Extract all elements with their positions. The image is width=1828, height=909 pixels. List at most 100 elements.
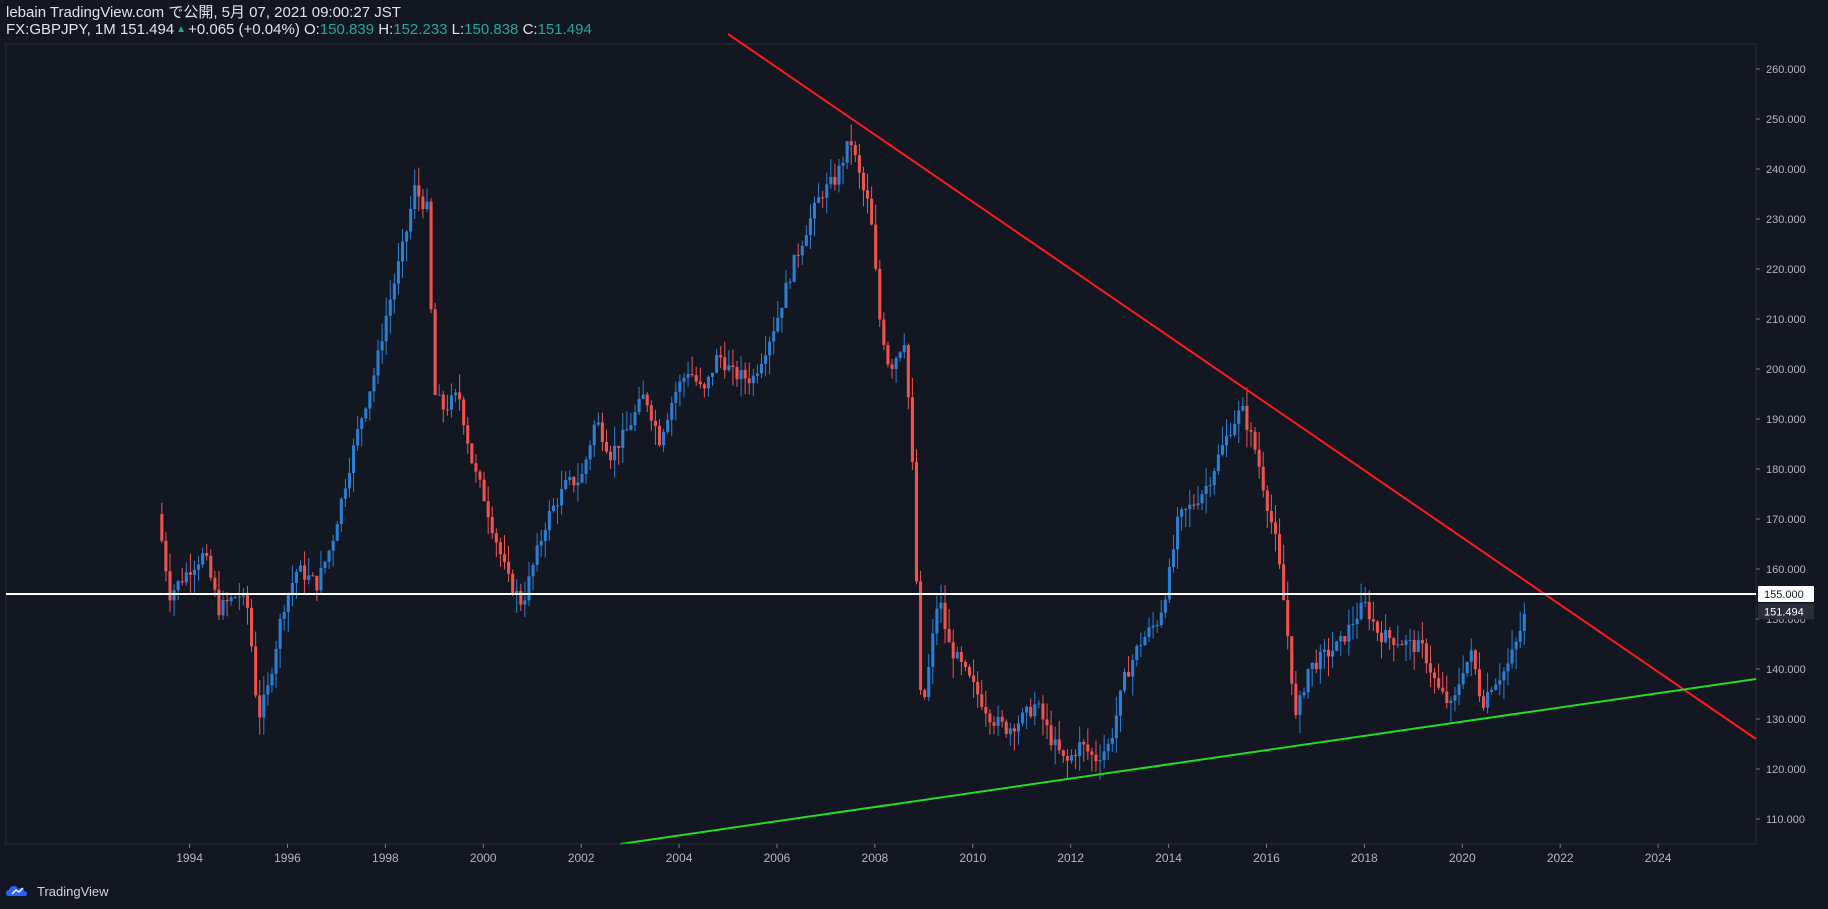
candle-body — [641, 394, 645, 399]
y-tick-label: 190.000 — [1766, 414, 1806, 426]
candle-body — [188, 572, 192, 575]
candle-body — [845, 141, 849, 163]
candle-body — [1453, 695, 1457, 701]
candle-body — [1326, 649, 1331, 657]
y-tick-label: 220.000 — [1766, 264, 1806, 276]
candle-body — [1359, 602, 1363, 619]
candle-body — [1477, 669, 1481, 697]
candle-body — [772, 331, 776, 342]
candle-body — [1457, 684, 1461, 696]
candle-body — [164, 540, 168, 572]
candle-body — [474, 463, 478, 472]
drawing-layer[interactable] — [6, 33, 1757, 845]
candle-body — [1159, 612, 1163, 626]
candle-body — [1465, 661, 1469, 674]
y-tick-label: 180.000 — [1766, 464, 1806, 476]
candle-body — [784, 282, 788, 308]
candle-body — [572, 477, 576, 486]
candle-body — [739, 369, 743, 380]
candle-body — [1208, 485, 1212, 487]
y-tick-label: 110.000 — [1766, 814, 1805, 826]
candle-body — [1123, 671, 1127, 691]
candle-body — [1180, 509, 1184, 517]
candle-body — [494, 533, 498, 543]
x-tick-label: 2008 — [862, 851, 889, 865]
candle-body — [498, 542, 502, 555]
candle-body — [1224, 435, 1229, 446]
candle-body — [462, 399, 466, 426]
candle-body — [360, 418, 364, 430]
candle-body — [992, 722, 996, 726]
candle-body — [633, 412, 637, 426]
candle-body — [307, 575, 311, 580]
candle-body — [258, 695, 262, 718]
tradingview-footer[interactable]: TradingView — [6, 880, 109, 902]
candle-layer — [160, 124, 1526, 780]
candle-body — [213, 577, 217, 590]
candle-body — [433, 309, 437, 395]
candle-body — [1269, 510, 1273, 523]
close-value: 151.494 — [537, 21, 592, 38]
candle-body — [1151, 625, 1155, 628]
candle-body — [327, 550, 331, 562]
candle-body — [1449, 700, 1453, 703]
candle-body — [555, 505, 560, 507]
candle-body — [588, 445, 592, 460]
candle-body — [535, 545, 539, 565]
candle-body — [1074, 755, 1078, 757]
candle-body — [980, 694, 984, 708]
candle-body — [441, 394, 445, 410]
y-tick-label: 200.000 — [1766, 364, 1806, 376]
candle-body — [1139, 645, 1143, 647]
candle-body — [1155, 625, 1159, 627]
candle-body — [388, 299, 392, 316]
candle-body — [649, 405, 653, 421]
candle-body — [584, 459, 588, 474]
candle-body — [315, 575, 319, 591]
x-tick-label: 2022 — [1547, 851, 1574, 865]
candle-body — [1388, 630, 1392, 639]
y-tick-label: 140.000 — [1766, 664, 1806, 676]
candle-body — [853, 145, 857, 156]
ohlc-legend: FX:GBPJPY, 1M 151.494 ▲ +0.065 (+0.04%) O:… — [6, 21, 592, 38]
candle-body — [923, 689, 927, 698]
price-axis[interactable]: 260.000 250.000 240.000 230.000 220.000 210.0… — [1756, 64, 1806, 826]
candle-body — [1082, 741, 1086, 745]
candle-body — [727, 365, 731, 371]
candle-body — [413, 185, 417, 210]
candle-body — [1098, 760, 1102, 762]
candle-body — [507, 562, 511, 574]
time-axis[interactable]: 1994 1996 1998 2000 2002 2004 2006 2008 2010 2012… — [6, 843, 1756, 865]
high-label: H: — [378, 21, 394, 38]
candle-body — [1437, 678, 1441, 688]
candle-body — [547, 510, 551, 531]
symbol-timeframe[interactable]: FX:GBPJPY, 1M — [6, 21, 116, 38]
candle-body — [1306, 668, 1310, 693]
candle-body — [417, 185, 421, 197]
candle-body — [1282, 564, 1286, 601]
candle-body — [849, 141, 853, 146]
candle-body — [1237, 410, 1241, 424]
open-label: O: — [304, 21, 320, 38]
candle-body — [372, 375, 376, 392]
candle-body — [592, 424, 596, 446]
candle-body — [694, 375, 698, 382]
candle-body — [445, 409, 449, 411]
candle-body — [666, 419, 670, 432]
candle-body — [270, 673, 274, 686]
candle-body — [409, 209, 413, 232]
candle-body — [1278, 533, 1282, 565]
candle-body — [1494, 684, 1498, 690]
candle-body — [1053, 739, 1057, 746]
candle-body — [241, 594, 245, 597]
candle-body — [364, 408, 368, 419]
candle-body — [1367, 602, 1371, 620]
candle-body — [976, 681, 980, 695]
x-tick-label: 2010 — [959, 851, 986, 865]
candle-body — [723, 357, 727, 371]
candle-body — [294, 571, 298, 583]
candle-body — [710, 372, 715, 377]
candle-body — [706, 376, 710, 389]
candle-body — [221, 600, 225, 616]
